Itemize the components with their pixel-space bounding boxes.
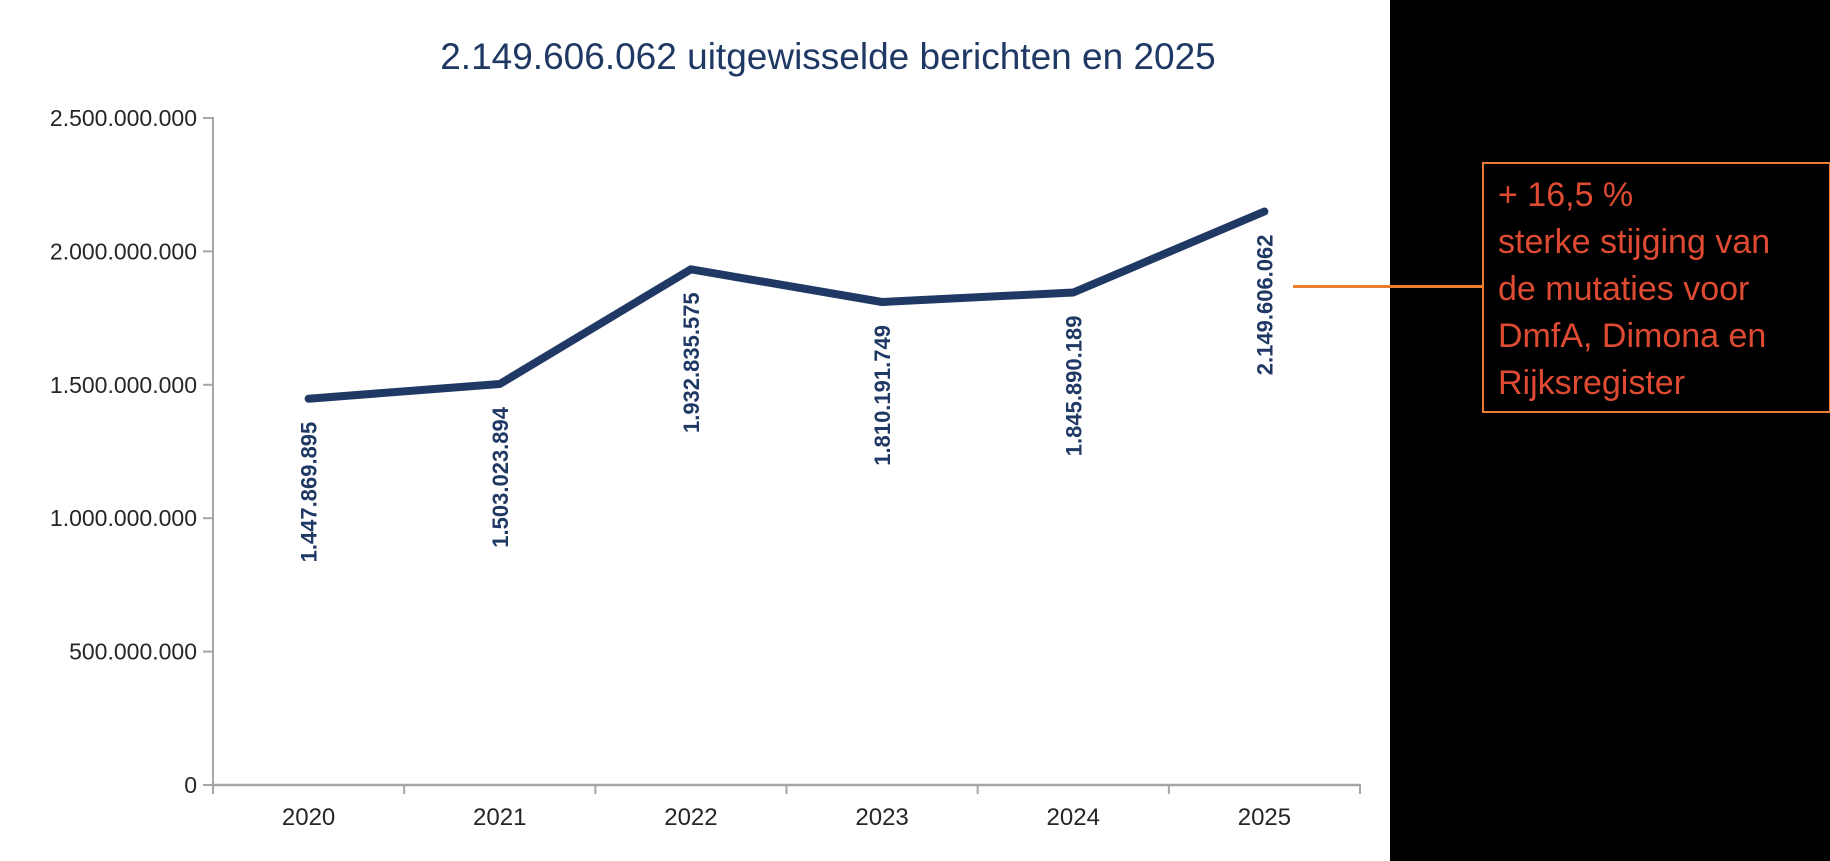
y-axis-tick-label: 2.000.000.000 (50, 238, 197, 264)
y-axis-tick-label: 0 (184, 772, 197, 798)
x-axis-tick-label: 2024 (1047, 804, 1100, 831)
y-axis-tick-label: 500.000.000 (69, 639, 197, 665)
y-axis-tick-label: 1.500.000.000 (50, 372, 197, 398)
data-point-label: 1.810.191.749 (870, 325, 895, 466)
callout-line-percentage: + 16,5 % (1498, 176, 1634, 214)
callout-line: sterke stijging van (1498, 223, 1771, 261)
black-side-panel (1390, 0, 1830, 861)
x-axis-tick-label: 2020 (282, 804, 335, 831)
y-axis-tick-label: 2.500.000.000 (50, 105, 197, 131)
callout-line: de mutaties voor (1498, 270, 1750, 308)
line-chart: 0 500.000.000 1.000.000.000 1.500.000.000 2.… (50, 105, 1361, 831)
callout-line: Rijksregister (1498, 364, 1686, 402)
x-axis-tick-label: 2022 (664, 804, 717, 831)
callout-line: DmfA, Dimona en (1498, 317, 1767, 355)
callout-box: + 16,5 % sterke stijging van de mutaties… (1482, 162, 1830, 413)
x-axis-tick-label: 2021 (473, 804, 526, 831)
y-axis-tick-label: 1.000.000.000 (50, 505, 197, 531)
data-series-line (304, 207, 1269, 403)
data-point-label: 2.149.606.062 (1252, 234, 1277, 375)
data-point-label: 1.845.890.189 (1061, 316, 1086, 457)
x-axis-tick-label: 2025 (1238, 804, 1291, 831)
data-point-label: 1.503.023.894 (488, 406, 513, 547)
data-point-label: 1.932.835.575 (679, 292, 704, 433)
x-axis-tick-label: 2023 (855, 804, 908, 831)
chart-title: 2.149.606.062 uitgewisselde berichten en… (440, 36, 1216, 77)
data-point-label: 1.447.869.895 (297, 422, 322, 563)
callout-connector-line (1293, 285, 1483, 288)
